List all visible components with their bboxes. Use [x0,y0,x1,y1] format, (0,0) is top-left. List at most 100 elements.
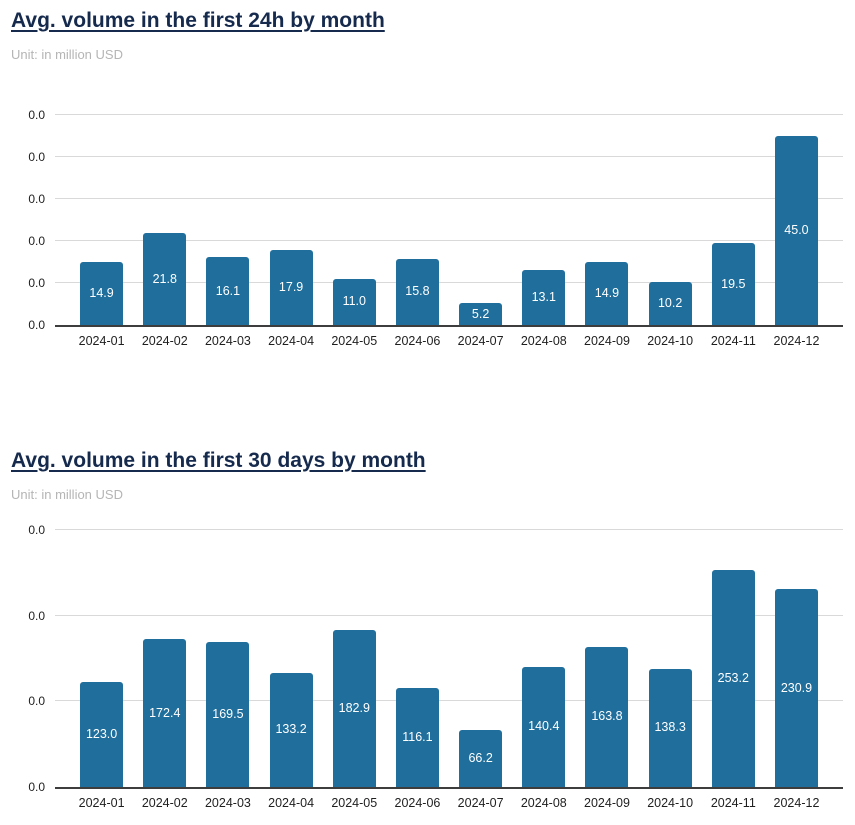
x-tick-label: 2024-02 [141,334,188,348]
y-tick-label: 0.0 [28,192,45,206]
bar-value-label: 45.0 [784,223,809,237]
bar-2024-12[interactable]: 45.0 [774,136,818,325]
x-tick-label: 2024-12 [773,796,820,810]
bar-2024-03[interactable]: 16.1 [206,257,250,325]
bar-value-label: 10.2 [657,296,683,311]
bars-row: 14.9 21.8 16.1 17.9 11.0 15.8 5.2 13.1 14.9 10.2 1… [70,115,828,325]
bar-value-label: 182.9 [338,701,370,716]
x-tick-label: 2024-06 [394,796,441,810]
bar-2024-05[interactable]: 11.0 [332,278,376,325]
gridline [55,156,843,157]
bar-2024-09[interactable]: 163.8 [585,646,629,787]
bar-value-label: 17.9 [278,279,304,294]
bar-2024-01[interactable]: 14.9 [80,262,124,325]
chart-30d-unit-note: Unit: in million USD [11,487,123,502]
gridline [55,114,843,115]
x-tick-label: 2024-01 [78,796,125,810]
bar-slot: 15.8 [386,115,449,325]
bar-2024-02[interactable]: 172.4 [143,639,187,787]
gridline [55,282,843,283]
x-tick-label: 2024-02 [141,796,188,810]
chart-24h-x-axis-labels: 2024-01 2024-02 2024-03 2024-04 2024-05 2024-… [55,334,843,348]
bar-2024-07[interactable]: 5.2 [459,303,503,325]
bar-2024-04[interactable]: 17.9 [269,249,313,325]
x-tick-label: 2024-07 [457,796,504,810]
x-tick-label: 2024-05 [331,796,378,810]
bar-2024-11[interactable]: 19.5 [711,243,755,325]
bar-2024-03[interactable]: 169.5 [206,641,250,787]
gridline [55,614,843,616]
y-tick-label: 0.0 [28,150,45,164]
bar-value-label: 123.0 [85,726,118,741]
chart-24h-unit-note: Unit: in million USD [11,47,123,62]
gridline [55,529,843,530]
bar-2024-01[interactable]: 123.0 [80,681,124,787]
bar-slot: 182.9 [323,530,386,787]
x-tick-label: 2024-11 [710,334,756,348]
bar-2024-04[interactable]: 133.2 [269,672,313,787]
bar-slot: 163.8 [575,530,638,787]
bar-value-label: 172.4 [149,705,181,720]
bar-2024-05[interactable]: 182.9 [332,630,376,787]
bar-slot: 66.2 [449,530,512,787]
bar-value-label: 66.2 [468,751,493,766]
bar-value-label: 15.8 [405,284,430,299]
chart-24h-title[interactable]: Avg. volume in the first 24h by month [11,9,385,32]
bar-2024-06[interactable]: 116.1 [395,687,439,787]
y-tick-label: 0.0 [28,108,45,122]
bar-slot: 116.1 [386,530,449,787]
bars-row: 123.0 172.4 169.5 133.2 182.9 116.1 66.2 140.4 1… [70,530,828,787]
x-tick-label: 2024-09 [584,796,630,810]
bar-2024-02[interactable]: 21.8 [143,233,187,325]
x-tick-label: 2024-03 [204,334,251,348]
bar-2024-10[interactable]: 138.3 [648,668,692,787]
y-tick-label: 0.0 [28,523,45,537]
bar-value-label: 116.1 [402,729,433,744]
bar-value-label: 16.1 [215,283,241,298]
bar-slot: 5.2 [449,115,512,325]
y-tick-label: 0.0 [28,694,45,709]
bar-value-label: 14.9 [594,286,620,301]
bar-2024-06[interactable]: 15.8 [395,258,439,325]
gridline [55,240,843,241]
bar-2024-08[interactable]: 13.1 [522,269,566,325]
bar-slot: 14.9 [70,115,133,325]
x-tick-label: 2024-09 [584,334,630,348]
bar-2024-09[interactable]: 14.9 [585,262,629,325]
chart-30d-plot-area: 0.0 0.0 0.0 0.0 123.0 172.4 169.5 133.2 182.9 116… [28,524,843,793]
x-tick-label: 2024-10 [647,796,694,810]
bar-slot: 11.0 [323,115,386,325]
y-tick-label: 0.0 [28,318,45,332]
bar-value-label: 140.4 [528,719,560,734]
bar-value-label: 138.3 [654,720,686,735]
bar-value-label: 169.5 [212,706,244,721]
bar-2024-11[interactable]: 253.2 [711,570,755,787]
bar-2024-12[interactable]: 230.9 [774,589,818,787]
bar-slot: 17.9 [260,115,323,325]
x-tick-label: 2024-01 [78,334,125,348]
bar-2024-08[interactable]: 140.4 [522,666,566,787]
bar-slot: 172.4 [133,530,196,787]
bar-slot: 19.5 [702,115,765,325]
bar-slot: 230.9 [765,530,828,787]
bar-value-label: 19.5 [721,276,746,291]
bar-value-label: 21.8 [152,271,177,286]
bar-value-label: 133.2 [275,722,307,737]
bar-value-label: 253.2 [717,671,749,686]
bar-slot: 138.3 [639,530,702,787]
bar-2024-07[interactable]: 66.2 [459,730,503,787]
bar-value-label: 13.1 [531,289,556,304]
chart-30d-x-axis-labels: 2024-01 2024-02 2024-03 2024-04 2024-05 2024-… [55,796,843,810]
bar-value-label: 5.2 [471,306,490,321]
bar-slot: 45.0 [765,115,828,325]
y-tick-label: 0.0 [28,276,45,290]
chart-30d-title[interactable]: Avg. volume in the first 30 days by mont… [11,449,426,472]
bar-2024-10[interactable]: 10.2 [648,282,692,325]
bar-slot: 21.8 [133,115,196,325]
bar-value-label: 14.9 [89,286,114,301]
bar-slot: 13.1 [512,115,575,325]
bar-slot: 133.2 [260,530,323,787]
chart-24h-plot-area: 0.0 0.0 0.0 0.0 0.0 0.0 14.9 21.8 16.1 17.9 11.0 15… [28,109,843,331]
bar-slot: 14.9 [575,115,638,325]
